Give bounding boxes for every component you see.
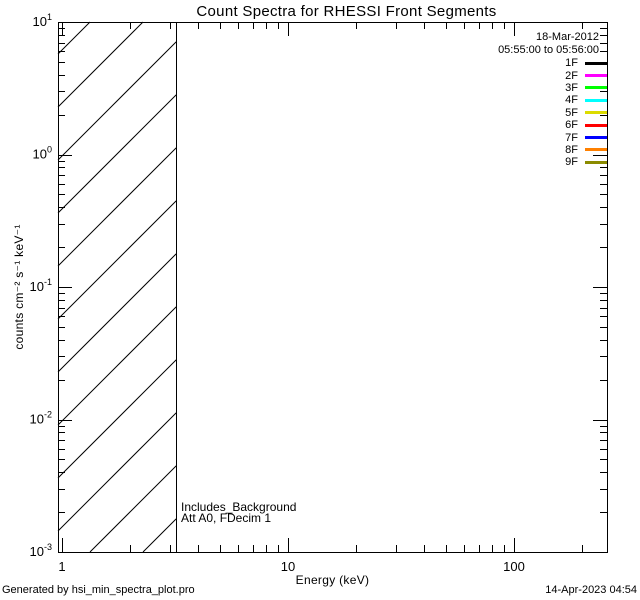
legend-color-swatch-4F bbox=[585, 98, 607, 102]
legend-color-swatch-6F bbox=[585, 123, 607, 127]
legend-entry-9F: 9F bbox=[565, 156, 607, 168]
legend-color-swatch-8F bbox=[585, 148, 607, 152]
x-axis-title: Energy (keV) bbox=[295, 573, 370, 587]
hatch-line bbox=[57, 306, 177, 426]
legend-entry-5F: 5F bbox=[565, 107, 607, 119]
x-tick-label: 100 bbox=[503, 559, 525, 574]
legend-label-7F: 7F bbox=[565, 131, 578, 144]
hatch-line bbox=[57, 412, 177, 532]
legend-color-swatch-2F bbox=[585, 74, 607, 78]
hatch-line bbox=[57, 253, 177, 373]
generation-timestamp: 14-Apr-2023 04:54 bbox=[545, 584, 637, 596]
x-tick-label: 10 bbox=[281, 559, 295, 574]
y-tick-label: 100 bbox=[33, 145, 52, 162]
legend-entry-4F: 4F bbox=[565, 94, 607, 106]
y-tick-label: 10-2 bbox=[30, 410, 52, 427]
legend-label-8F: 8F bbox=[565, 143, 578, 156]
hatch-line bbox=[57, 41, 177, 161]
hatch-line bbox=[142, 518, 177, 553]
legend-entry-2F: 2F bbox=[565, 69, 607, 82]
y-tick-label: 10-3 bbox=[30, 542, 52, 559]
hatch-line bbox=[57, 21, 91, 55]
plot-annotations: Includes_Background Att A0, FDecim 1 bbox=[181, 500, 297, 525]
legend-color-swatch-9F bbox=[585, 160, 607, 164]
legend: 18-Mar-2012 05:55:00 to 05:56:00 1F 2F 3F 4… bbox=[498, 31, 607, 169]
legend-label-4F: 4F bbox=[565, 94, 578, 107]
hatch-line bbox=[57, 21, 144, 108]
legend-entry-6F: 6F bbox=[565, 119, 607, 131]
legend-entries: 1F 2F 3F 4F 5F 6F 7F 8F 9F bbox=[565, 57, 607, 169]
attenuator-note: Att A0, FDecim 1 bbox=[181, 511, 272, 525]
axis-tick-labels: 1 10 100 101 100 10-1 10-2 10-3 bbox=[30, 12, 525, 574]
legend-entry-1F: 1F bbox=[565, 57, 607, 69]
legend-label-2F: 2F bbox=[565, 69, 578, 82]
hatch-line bbox=[57, 94, 177, 214]
hatched-region bbox=[57, 21, 177, 553]
legend-color-swatch-3F bbox=[585, 86, 607, 90]
hatch-line bbox=[57, 147, 177, 267]
legend-date: 18-Mar-2012 bbox=[536, 31, 599, 43]
legend-color-swatch-1F bbox=[585, 61, 607, 65]
generated-by-note: Generated by hsi_min_spectra_plot.pro bbox=[2, 584, 195, 596]
legend-color-swatch-7F bbox=[585, 136, 607, 140]
legend-label-5F: 5F bbox=[565, 106, 578, 119]
y-tick-label: 101 bbox=[33, 12, 52, 29]
legend-entry-8F: 8F bbox=[565, 144, 607, 156]
legend-label-6F: 6F bbox=[565, 119, 578, 132]
legend-label-9F: 9F bbox=[565, 156, 578, 169]
y-axis-title: counts cm⁻² s⁻¹ keV⁻¹ bbox=[12, 224, 26, 350]
hatch-line bbox=[89, 465, 177, 553]
page-title: Count Spectra for RHESSI Front Segments bbox=[196, 3, 497, 20]
legend-label-3F: 3F bbox=[565, 81, 578, 94]
legend-entry-7F: 7F bbox=[565, 131, 607, 144]
hatch-line bbox=[57, 200, 177, 320]
y-tick-label: 10-1 bbox=[30, 277, 52, 294]
background-note: Includes_Background bbox=[181, 500, 297, 514]
legend-color-swatch-5F bbox=[585, 111, 607, 115]
legend-label-1F: 1F bbox=[565, 57, 578, 70]
hatch-line bbox=[57, 359, 177, 479]
legend-entry-3F: 3F bbox=[565, 82, 607, 94]
legend-time-range: 05:55:00 to 05:56:00 bbox=[498, 44, 599, 56]
x-tick-label: 1 bbox=[58, 559, 65, 574]
